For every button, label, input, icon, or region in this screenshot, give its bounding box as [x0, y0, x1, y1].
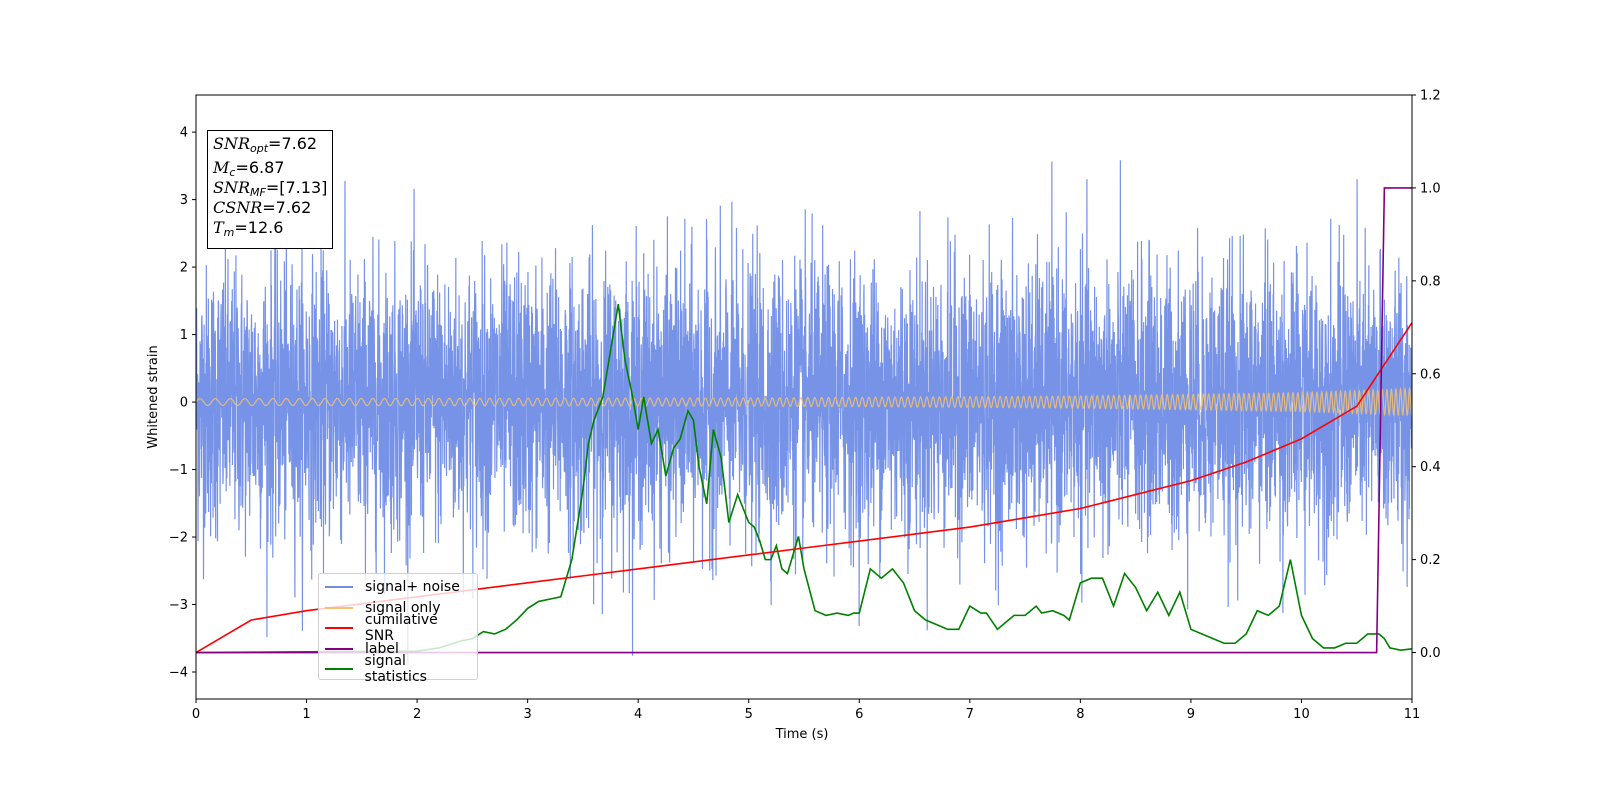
tm-value: =12.6 [234, 218, 284, 237]
legend-item-noise: signal+ noise [325, 577, 471, 598]
series-signal-statistics [196, 303, 1412, 654]
y-left-tick-label: −3 [169, 598, 188, 613]
x-tick-label: 9 [1187, 707, 1195, 722]
legend-label-label: label [365, 640, 399, 657]
snr-mf-value: =[7.13] [265, 178, 328, 197]
x-tick-label: 5 [745, 707, 753, 722]
y-left-tick-label: −4 [169, 666, 188, 681]
axes: 0 1 2 3 4 5 6 7 8 9 10 11 −4 −3 −2 −1 0 1 2 3 4 0.0 0.2 0.4 0.6 0… [169, 89, 1441, 723]
x-tick-label: 0 [192, 707, 200, 722]
mc-subscript: c [229, 166, 236, 179]
y-right-tick-label: 0.0 [1420, 646, 1441, 661]
snr-opt-line: SNRopt=7.62 [213, 134, 327, 154]
y-right-tick-label: 0.6 [1420, 367, 1441, 382]
legend-item-signal: signal only [325, 598, 471, 619]
legend-item-label: label [325, 639, 471, 660]
y-left-tick-label: 3 [180, 193, 188, 208]
legend: signal+ noise signal only cumilative SNR… [318, 573, 478, 685]
x-tick-label: 1 [302, 707, 310, 722]
x-tick-label: 6 [855, 707, 863, 722]
tm-line: Tm=12.6 [213, 218, 327, 238]
legend-label-snr: cumilative SNR [364, 612, 438, 645]
mc-symbol: M [213, 158, 230, 177]
y-left-tick-label: 2 [180, 261, 188, 276]
legend-label-noise: signal+ noise [365, 579, 460, 596]
snr-opt-value: =7.62 [268, 134, 318, 153]
snr-mf-line: SNRMF=[7.13] [213, 178, 327, 198]
csnr-value: =7.62 [262, 198, 312, 217]
csnr-line: CSNR=7.62 [213, 198, 327, 218]
series-signal-only [196, 386, 1412, 418]
x-axis-label: Time (s) [775, 727, 829, 742]
y-right-tick-label: 0.8 [1420, 274, 1441, 289]
legend-swatch-stat [325, 668, 353, 671]
mc-value: =6.87 [235, 158, 285, 177]
legend-item-stat: signal statistics [325, 653, 471, 685]
legend-swatch-label [325, 647, 353, 650]
tm-symbol: T [213, 218, 224, 237]
x-tick-label: 8 [1076, 707, 1084, 722]
legend-swatch-snr [325, 627, 353, 630]
series-label [196, 187, 1412, 654]
plot-frame [195, 94, 1413, 700]
legend-label-stat: signal statistics [364, 653, 427, 686]
legend-swatch-noise [325, 586, 353, 589]
y-right-tick-label: 1.2 [1420, 89, 1441, 104]
series-signal-plus-noise [196, 160, 1412, 666]
y-left-tick-label: 1 [180, 328, 188, 343]
x-tick-label: 4 [634, 707, 642, 722]
snr-opt-subscript: opt [250, 142, 269, 155]
x-tick-label: 7 [966, 707, 974, 722]
y-left-tick-label: −1 [169, 463, 188, 478]
legend-item-snr: cumilative SNR [325, 612, 471, 644]
x-tick-label: 11 [1404, 707, 1421, 722]
snr-mf-subscript: MF [250, 186, 266, 199]
y-right-tick-label: 0.2 [1420, 553, 1441, 568]
parameter-info-box: SNRopt=7.62 Mc=6.87 SNRMF=[7.13] CSNR=7.… [207, 130, 333, 249]
y-right-tick-label: 0.4 [1420, 460, 1441, 475]
x-tick-label: 10 [1293, 707, 1310, 722]
csnr-symbol: CSNR [213, 198, 263, 217]
y-axis-label: Whitened strain [146, 345, 161, 448]
y-left-tick-label: 4 [180, 126, 188, 141]
tm-subscript: m [223, 226, 235, 239]
mc-line: Mc=6.87 [213, 158, 327, 178]
legend-label-signal: signal only [365, 599, 441, 616]
y-right-tick-label: 1.0 [1420, 181, 1441, 196]
snr-opt-symbol: SNR [213, 134, 251, 153]
snr-mf-symbol: SNR [213, 178, 251, 197]
x-tick-label: 3 [523, 707, 531, 722]
x-tick-label: 2 [413, 707, 421, 722]
legend-swatch-signal [325, 606, 353, 609]
y-left-tick-label: −2 [169, 531, 188, 546]
y-left-tick-label: 0 [180, 396, 188, 411]
